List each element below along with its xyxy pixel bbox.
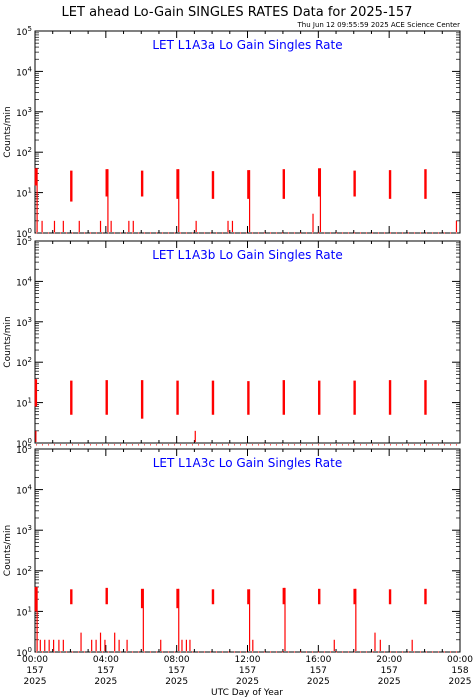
y-tick-label: 100 xyxy=(16,646,32,659)
x-axis: 00:00157202504:00157202508:00157202512:0… xyxy=(22,655,473,687)
x-tick-doy: 157 xyxy=(97,666,114,676)
x-tick-time: 00:00 xyxy=(22,655,48,665)
panels: 100 101 102 103 104 105 Counts/min LET L1A3a Lo… xyxy=(3,25,461,659)
y-tick-label: 101 xyxy=(16,187,32,200)
x-tick-time: 16:00 xyxy=(305,655,331,665)
plot-frame xyxy=(34,448,461,653)
panel-title: LET L1A3a Lo Gain Singles Rate xyxy=(152,38,342,52)
y-tick-label: 104 xyxy=(16,65,32,78)
x-tick-year: 2025 xyxy=(378,677,401,687)
y-axis-label: Counts/min xyxy=(3,525,13,576)
y-tick-label: 102 xyxy=(16,356,32,369)
x-tick-time: 04:00 xyxy=(93,655,119,665)
x-axis-label: UTC Day of Year xyxy=(211,688,283,698)
x-tick-time: 08:00 xyxy=(164,655,190,665)
x-tick-doy: 157 xyxy=(381,666,398,676)
x-tick-year: 2025 xyxy=(236,677,259,687)
y-tick-label: 105 xyxy=(16,443,32,456)
plot-frame xyxy=(34,30,461,234)
x-tick-time: 00:00 xyxy=(447,655,473,665)
y-axis-label: Counts/min xyxy=(3,106,13,157)
y-tick-label: 103 xyxy=(16,106,32,119)
y-tick-label: 105 xyxy=(16,25,32,38)
panel-title: LET L1A3c Lo Gain Singles Rate xyxy=(153,456,343,470)
y-tick-label: 101 xyxy=(16,397,32,410)
y-axis-label: Counts/min xyxy=(3,316,13,367)
y-tick-label: 103 xyxy=(16,524,32,537)
y-tick-label: 103 xyxy=(16,316,32,329)
y-tick-label: 104 xyxy=(16,275,32,288)
y-tick-label: 101 xyxy=(16,605,32,618)
x-tick-time: 20:00 xyxy=(376,655,402,665)
x-tick-doy: 157 xyxy=(310,666,327,676)
x-tick-year: 2025 xyxy=(94,677,117,687)
x-tick-year: 2025 xyxy=(165,677,188,687)
x-tick-doy: 158 xyxy=(451,666,468,676)
x-tick-time: 12:00 xyxy=(235,655,261,665)
x-tick-doy: 157 xyxy=(168,666,185,676)
x-tick-doy: 157 xyxy=(26,666,43,676)
chart-panel-2: 100 101 102 103 104 105 Counts/min LET L1A3b Lo… xyxy=(3,235,461,450)
y-tick-label: 104 xyxy=(16,484,32,497)
x-tick-year: 2025 xyxy=(24,677,47,687)
y-tick-label: 102 xyxy=(16,565,32,578)
x-tick-year: 2025 xyxy=(307,677,330,687)
y-tick-label: 100 xyxy=(16,437,32,450)
panel-title: LET L1A3b Lo Gain Singles Rate xyxy=(152,248,343,262)
y-tick-label: 100 xyxy=(16,227,32,240)
figure-title: LET ahead Lo-Gain SINGLES RATES Data for… xyxy=(62,5,413,20)
chart-panel-1: 100 101 102 103 104 105 Counts/min LET L1A3a Lo… xyxy=(3,25,461,240)
x-tick-doy: 157 xyxy=(239,666,256,676)
x-tick-year: 2025 xyxy=(449,677,472,687)
chart-panel-3: 100 101 102 103 104 105 Counts/min LET L1A3c Lo… xyxy=(3,443,461,659)
y-tick-label: 102 xyxy=(16,146,32,159)
timestamp: Thu Jun 12 09:55:59 2025 ACE Science Cen… xyxy=(297,21,461,29)
y-tick-label: 105 xyxy=(16,235,32,248)
